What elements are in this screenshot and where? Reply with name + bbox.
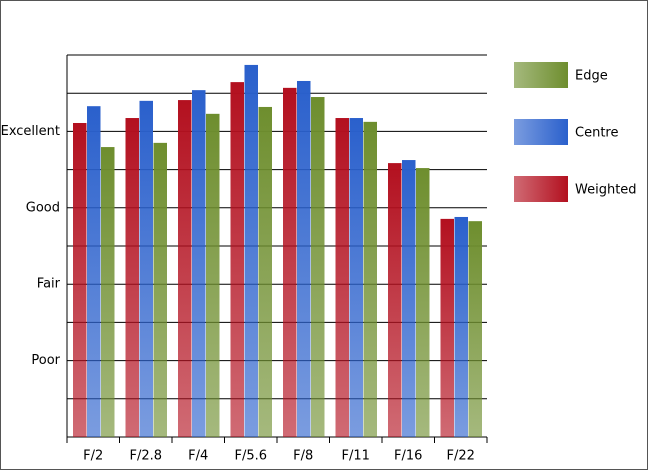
x-tick-label: F/16 bbox=[394, 449, 422, 464]
bar bbox=[87, 106, 101, 438]
bar bbox=[178, 100, 192, 438]
x-tick-label: F/22 bbox=[447, 449, 475, 464]
bar bbox=[283, 87, 297, 438]
bar bbox=[192, 90, 206, 438]
bar bbox=[139, 100, 153, 437]
bar bbox=[73, 122, 87, 437]
legend-label: Edge bbox=[575, 69, 608, 84]
legend-swatch bbox=[514, 119, 568, 145]
bar bbox=[388, 163, 402, 437]
bar bbox=[230, 82, 244, 437]
y-tick-label: Excellent bbox=[1, 124, 60, 139]
bar bbox=[297, 80, 311, 437]
bar bbox=[468, 221, 482, 437]
legend-label: Centre bbox=[575, 126, 618, 141]
y-tick-label: Fair bbox=[37, 277, 61, 292]
bar bbox=[363, 121, 377, 437]
bar bbox=[101, 147, 115, 437]
bar bbox=[206, 113, 220, 437]
bar bbox=[402, 160, 416, 438]
y-tick-label: Good bbox=[26, 200, 60, 215]
bar bbox=[416, 168, 430, 437]
bar bbox=[311, 97, 325, 438]
x-tick-label: F/2 bbox=[83, 449, 103, 464]
bar bbox=[335, 118, 349, 437]
bar bbox=[258, 106, 272, 438]
legend-label: Weighted bbox=[575, 183, 637, 198]
bar bbox=[153, 142, 167, 438]
bar bbox=[125, 118, 139, 437]
bar bbox=[440, 218, 454, 437]
bar bbox=[244, 64, 258, 437]
bar bbox=[349, 118, 363, 437]
x-tick-label: F/11 bbox=[342, 449, 370, 464]
x-tick-label: F/2.8 bbox=[129, 449, 162, 464]
bar bbox=[454, 216, 468, 437]
legend-swatch bbox=[514, 62, 568, 88]
legend-swatch bbox=[514, 176, 568, 202]
x-tick-label: F/5.6 bbox=[234, 449, 267, 464]
x-tick-label: F/4 bbox=[188, 449, 208, 464]
x-tick-label: F/8 bbox=[293, 449, 313, 464]
y-tick-label: Poor bbox=[31, 353, 60, 368]
